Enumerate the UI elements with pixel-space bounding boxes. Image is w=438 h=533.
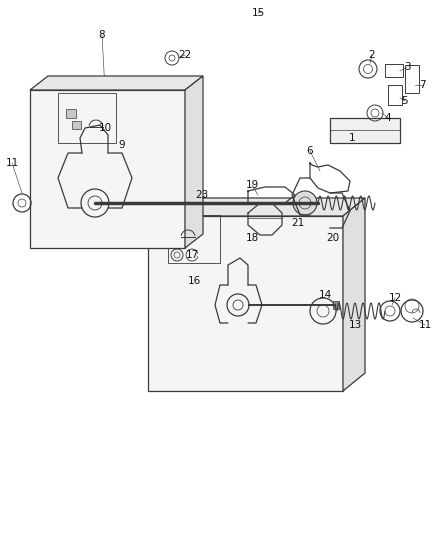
Text: 17: 17 [185, 250, 198, 260]
Text: 8: 8 [99, 30, 105, 40]
Text: 3: 3 [404, 62, 410, 72]
Text: 4: 4 [385, 113, 391, 123]
Polygon shape [343, 198, 365, 391]
Text: 19: 19 [245, 180, 258, 190]
Text: 16: 16 [187, 276, 201, 286]
Bar [333, 301, 339, 309]
Text: 18: 18 [245, 233, 258, 243]
Text: 22: 22 [178, 50, 192, 60]
Polygon shape [30, 76, 203, 90]
Text: 12: 12 [389, 293, 402, 303]
Text: 14: 14 [318, 290, 332, 300]
Polygon shape [185, 76, 203, 248]
Bar [58, 93, 116, 143]
Bar [385, 64, 403, 77]
Polygon shape [148, 198, 365, 216]
Text: 15: 15 [251, 8, 265, 18]
Text: 11: 11 [418, 320, 431, 330]
Bar [330, 118, 400, 143]
Bar [30, 90, 185, 248]
Text: 10: 10 [99, 123, 112, 133]
Circle shape [293, 191, 317, 215]
Bar [72, 121, 81, 129]
Bar [148, 216, 343, 391]
Bar [168, 215, 220, 263]
Text: 20: 20 [326, 233, 339, 243]
Text: 7: 7 [419, 80, 425, 90]
Text: 23: 23 [195, 190, 208, 200]
Bar [66, 109, 76, 118]
Text: 1: 1 [349, 133, 355, 143]
Text: 13: 13 [348, 320, 362, 330]
Text: 21: 21 [291, 218, 304, 228]
Text: 11: 11 [5, 158, 19, 168]
Text: 5: 5 [402, 96, 408, 106]
Bar [405, 65, 419, 93]
Text: 9: 9 [119, 140, 125, 150]
Bar [388, 85, 402, 105]
Text: 6: 6 [307, 146, 313, 156]
Bar [174, 229, 184, 238]
Text: 2: 2 [369, 50, 375, 60]
